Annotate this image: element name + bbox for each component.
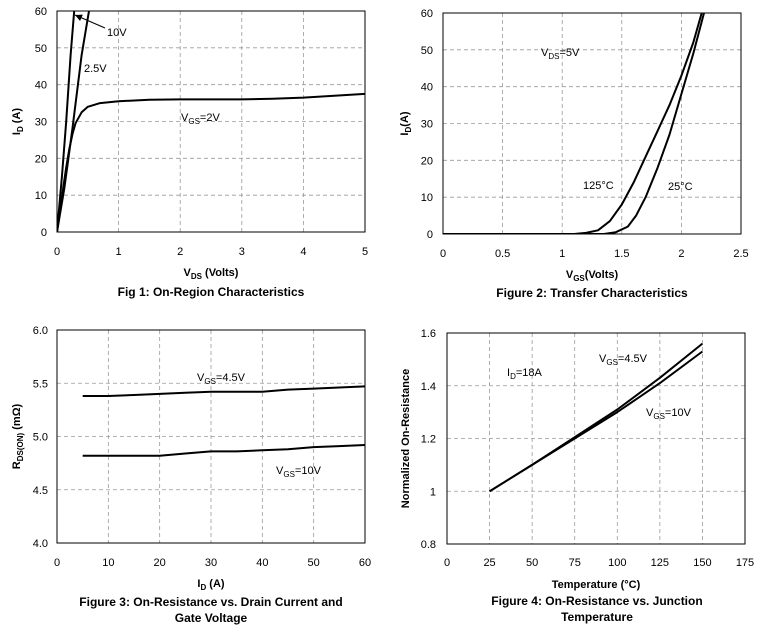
x-axis-label: ID (A) <box>197 578 225 592</box>
y-tick-label: 1.6 <box>421 328 436 340</box>
y-tick-label: 40 <box>421 82 433 94</box>
y-tick-label: 50 <box>35 43 47 55</box>
figure-caption: Figure 4: On-Resistance vs. Junction <box>491 594 702 608</box>
y-tick-label: 1.2 <box>421 434 436 446</box>
x-tick-label: 1.5 <box>614 248 629 260</box>
y-tick-label: 60 <box>35 6 47 18</box>
y-tick-label: 1 <box>430 486 436 498</box>
figure-caption: Fig 1: On-Region Characteristics <box>118 285 305 299</box>
x-tick-label: 75 <box>569 557 581 569</box>
y-axis-label: Normalized On-Resistance <box>400 369 412 508</box>
figure-caption: Figure 3: On-Resistance vs. Drain Curren… <box>79 595 342 609</box>
series-label-125-c: 125°C <box>583 180 614 192</box>
y-tick-label: 4.0 <box>33 538 48 550</box>
y-tick-label: 20 <box>421 155 433 167</box>
series-line-vgs-10v <box>489 350 703 493</box>
y-tick-label: 1.4 <box>421 381 436 393</box>
x-tick-label: 10 <box>102 557 114 569</box>
plot-frame <box>56 329 366 544</box>
x-axis-label: VGS(Volts) <box>566 269 619 283</box>
y-tick-label: 30 <box>35 117 47 129</box>
y-tick-label: 5.5 <box>33 378 48 390</box>
y-tick-label: 10 <box>35 190 47 202</box>
y-tick-label: 30 <box>421 119 433 131</box>
series-line-vgs-10v <box>82 444 365 457</box>
x-tick-label: 2 <box>177 246 183 258</box>
y-tick-label: 6.0 <box>33 325 48 337</box>
x-tick-label: 1 <box>116 246 122 258</box>
x-tick-label: 0 <box>54 557 60 569</box>
x-tick-label: 30 <box>205 557 217 569</box>
x-tick-label: 0 <box>440 248 446 260</box>
series-line-vgs-4-5v <box>82 385 365 397</box>
series-label-vgs-4-5v: VGS=4.5V <box>197 372 246 386</box>
y-tick-label: 0 <box>427 229 433 241</box>
y-tick-label: 5.0 <box>33 432 48 444</box>
x-tick-label: 20 <box>154 557 166 569</box>
chart-transfer-characteristics: 0 0.5 1 1.5 2 2.5 0 10 20 30 40 50 60 VGS(Volts) ID(A)… <box>399 8 749 300</box>
x-tick-label: 5 <box>362 246 368 258</box>
y-tick-label: 0.8 <box>421 539 436 551</box>
x-tick-label: 25 <box>483 557 495 569</box>
x-tick-label: 150 <box>693 557 711 569</box>
x-tick-label: 0 <box>444 557 450 569</box>
series-label-25-c: 25°C <box>668 181 693 193</box>
x-tick-label: 3 <box>239 246 245 258</box>
x-tick-label: 1 <box>559 248 565 260</box>
x-axis-label: Temperature (°C) <box>552 579 641 591</box>
y-axis-label: RDS(ON) (mΩ) <box>11 403 25 469</box>
y-tick-label: 0 <box>41 227 47 239</box>
annotation-label: VDS=5V <box>541 47 580 61</box>
series-line-10v <box>57 11 76 232</box>
x-tick-label: 125 <box>651 557 669 569</box>
figure-caption: Gate Voltage <box>175 611 248 625</box>
y-tick-label: 50 <box>421 45 433 57</box>
series-label-vgs-10v: VGS=10V <box>646 407 692 421</box>
plot-frame <box>56 10 366 233</box>
series-label-vgs-10v: VGS=10V <box>276 465 322 479</box>
y-tick-label: 60 <box>421 8 433 20</box>
x-tick-label: 2.5 <box>733 248 748 260</box>
x-tick-label: 175 <box>736 557 754 569</box>
figure-caption: Temperature <box>561 610 633 624</box>
series-line-125-c <box>443 13 703 234</box>
series-label-2-5v: 2.5V <box>84 63 107 75</box>
x-tick-label: 0 <box>54 246 60 258</box>
y-tick-label: 10 <box>421 192 433 204</box>
y-tick-label: 40 <box>35 80 47 92</box>
y-axis-label: ID (A) <box>11 108 25 136</box>
x-tick-label: 60 <box>359 557 371 569</box>
series-label-10v: 10V <box>107 27 127 39</box>
plot-frame <box>446 332 746 545</box>
figure-caption: Figure 2: Transfer Characteristics <box>496 286 688 300</box>
pointer-arrow-head <box>75 14 83 21</box>
x-axis-label: VDS (Volts) <box>184 267 239 281</box>
y-tick-label: 20 <box>35 153 47 165</box>
x-tick-label: 0.5 <box>495 248 510 260</box>
x-tick-label: 4 <box>300 246 306 258</box>
series-line-25-c <box>443 13 705 234</box>
chart-on-resistance-vs-temperature: 0 25 50 75 100 125 150 175 0.8 1 1.2 1.4 1.6 Temperat… <box>400 328 754 624</box>
x-tick-label: 40 <box>256 557 268 569</box>
x-tick-label: 50 <box>526 557 538 569</box>
annotation-label: ID=18A <box>507 367 543 381</box>
series-label-vgs-2v: VGS=2V <box>181 112 220 126</box>
y-axis-label: ID(A) <box>399 111 413 135</box>
x-tick-label: 2 <box>678 248 684 260</box>
series-label-vgs-4-5v: VGS=4.5V <box>599 353 648 367</box>
x-tick-label: 100 <box>608 557 626 569</box>
y-tick-label: 4.5 <box>33 485 48 497</box>
series-line-vgs-2v <box>57 92 365 232</box>
x-tick-label: 50 <box>308 557 320 569</box>
chart-on-resistance-vs-drain-current: 0 10 20 30 40 50 60 4.0 4.5 5.0 5.5 6.0 ID (A) RDS(ON… <box>11 325 371 625</box>
